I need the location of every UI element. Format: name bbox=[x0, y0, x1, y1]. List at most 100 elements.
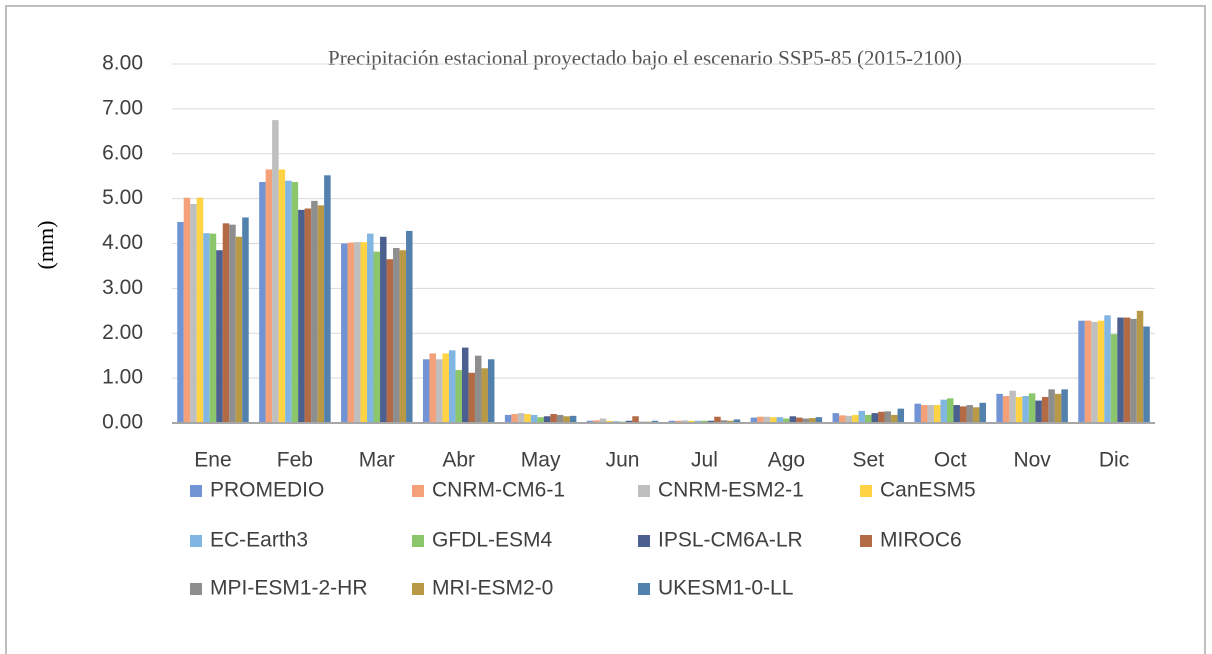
legend-label: MIROC6 bbox=[880, 529, 962, 552]
legend-label: CNRM-ESM2-1 bbox=[658, 479, 804, 502]
bar bbox=[757, 416, 764, 423]
bar bbox=[852, 414, 859, 423]
bar bbox=[839, 415, 846, 423]
chart-title: Precipitación estacional proyectado bajo… bbox=[328, 46, 962, 70]
bar bbox=[1041, 396, 1049, 423]
bar bbox=[1084, 320, 1092, 423]
bar bbox=[1048, 389, 1055, 423]
bar bbox=[694, 420, 702, 423]
y-tick-label: 8.00 bbox=[102, 52, 143, 75]
bar bbox=[586, 420, 594, 423]
bar bbox=[789, 416, 797, 423]
legend-label: MRI-ESM2-0 bbox=[432, 577, 553, 600]
bar bbox=[563, 416, 570, 423]
bar bbox=[871, 413, 879, 423]
bar bbox=[1117, 317, 1124, 423]
bar bbox=[354, 242, 361, 423]
bar bbox=[373, 251, 381, 423]
bar bbox=[593, 420, 600, 423]
bar bbox=[625, 420, 633, 423]
bar bbox=[511, 414, 518, 423]
x-tick-label: Ene bbox=[194, 449, 231, 472]
bar bbox=[524, 414, 531, 423]
y-tick-label: 4.00 bbox=[102, 231, 143, 254]
bar bbox=[1035, 400, 1042, 423]
bar bbox=[504, 414, 512, 423]
bar bbox=[891, 414, 898, 423]
bar bbox=[285, 180, 292, 423]
bar bbox=[360, 242, 368, 423]
bar bbox=[259, 182, 266, 423]
bar bbox=[1015, 396, 1023, 423]
bar bbox=[530, 414, 538, 423]
bar bbox=[920, 405, 928, 423]
bar bbox=[347, 242, 355, 423]
legend-label: CanESM5 bbox=[880, 479, 976, 502]
legend-swatch bbox=[860, 535, 872, 547]
bar bbox=[845, 415, 853, 423]
bar bbox=[933, 405, 941, 423]
legend-label: PROMEDIO bbox=[210, 479, 324, 502]
bar bbox=[966, 405, 973, 423]
y-tick-label: 2.00 bbox=[102, 321, 143, 344]
bar bbox=[1097, 320, 1105, 423]
x-tick-label: Dic bbox=[1099, 449, 1129, 472]
chart-frame bbox=[5, 5, 1206, 654]
bar bbox=[809, 418, 816, 423]
x-tick-label: Jul bbox=[691, 449, 718, 472]
x-tick-label: Nov bbox=[1013, 449, 1051, 472]
bar bbox=[190, 204, 197, 423]
y-tick-label: 0.00 bbox=[102, 411, 143, 434]
bar bbox=[455, 370, 462, 423]
bar bbox=[750, 417, 758, 423]
bar bbox=[1078, 320, 1085, 423]
legend-swatch bbox=[190, 583, 202, 595]
bar bbox=[442, 353, 449, 423]
bar bbox=[272, 120, 279, 423]
bar bbox=[776, 417, 784, 423]
x-tick-label: May bbox=[521, 449, 561, 472]
legend-swatch bbox=[638, 485, 650, 497]
bar bbox=[802, 418, 810, 423]
bar bbox=[1009, 390, 1016, 423]
y-tick-label: 6.00 bbox=[102, 141, 143, 164]
bar bbox=[632, 416, 639, 423]
bar bbox=[242, 217, 249, 423]
bar bbox=[386, 259, 394, 423]
bar bbox=[832, 413, 840, 423]
legend-swatch bbox=[638, 535, 650, 547]
x-tick-label: Abr bbox=[442, 449, 475, 472]
bar bbox=[422, 359, 430, 423]
bar bbox=[681, 420, 689, 423]
bar bbox=[675, 420, 682, 423]
bar bbox=[1061, 389, 1068, 423]
bar bbox=[599, 418, 607, 423]
bar bbox=[707, 420, 715, 423]
bar bbox=[399, 250, 407, 423]
bar bbox=[196, 197, 204, 423]
bar bbox=[1028, 393, 1036, 423]
bar bbox=[474, 355, 482, 423]
bar bbox=[461, 347, 469, 423]
legend-label: UKESM1-0-LL bbox=[658, 577, 793, 600]
bar bbox=[487, 359, 495, 423]
bar bbox=[720, 420, 728, 423]
bar bbox=[393, 247, 400, 423]
bar bbox=[606, 420, 613, 423]
bar bbox=[1002, 396, 1010, 423]
legend-swatch bbox=[190, 485, 202, 497]
bar bbox=[380, 236, 387, 423]
bar bbox=[701, 420, 708, 423]
bar bbox=[651, 420, 659, 423]
bar bbox=[517, 413, 525, 423]
bar bbox=[953, 405, 960, 423]
x-tick-label: Mar bbox=[359, 449, 395, 472]
x-tick-label: Set bbox=[853, 449, 885, 472]
bar bbox=[209, 233, 217, 423]
bar bbox=[317, 205, 325, 423]
legend-label: EC-Earth3 bbox=[210, 529, 308, 552]
bar bbox=[668, 420, 676, 423]
y-tick-label: 3.00 bbox=[102, 276, 143, 299]
bar bbox=[1130, 318, 1137, 423]
bar bbox=[979, 402, 986, 423]
